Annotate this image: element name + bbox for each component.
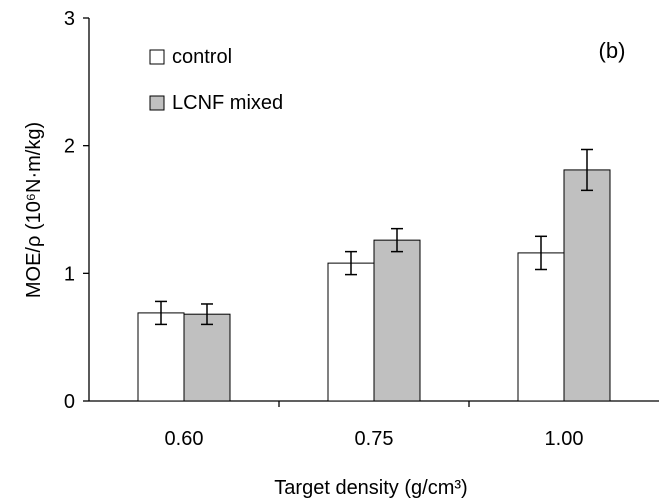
x-tick-label-2: 1.00 [545, 428, 584, 450]
x-tick-label-0: 0.60 [165, 428, 204, 450]
panel-label: (b) [599, 38, 626, 63]
error-bars [155, 148, 593, 326]
y-tick-label-0: 0 [64, 391, 75, 413]
bar-0-0 [137, 312, 185, 402]
y-axis-label: MOE/ρ (10⁶N·m/kg) [23, 122, 45, 298]
y-tick-label-1: 1 [64, 263, 75, 285]
bar-1-0 [183, 313, 231, 402]
legend-label-0: control [172, 46, 232, 68]
legend-label-1: LCNF mixed [172, 92, 283, 114]
x-tick-label-1: 0.75 [355, 428, 394, 450]
x-axis-label: Target density (g/cm³) [274, 477, 467, 499]
bar-0-1 [327, 262, 375, 402]
bar-0-2 [517, 252, 565, 402]
bars [137, 169, 611, 402]
legend: control LCNF mixed [149, 46, 283, 114]
legend-swatch-0 [149, 49, 165, 65]
bar-1-2 [563, 169, 611, 402]
ticks: 0 1 2 3 0.60 0.75 1.00 [64, 8, 584, 450]
bar-1-1 [373, 239, 421, 402]
legend-swatch-1 [149, 95, 165, 111]
y-tick-label-2: 2 [64, 136, 75, 158]
y-tick-label-3: 3 [64, 8, 75, 30]
